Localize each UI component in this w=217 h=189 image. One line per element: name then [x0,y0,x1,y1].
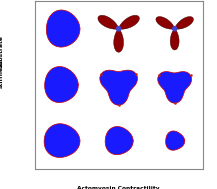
Polygon shape [173,27,177,31]
Text: Actomyosin Contractility: Actomyosin Contractility [77,186,160,189]
Text: Substrate: Substrate [0,35,3,67]
Polygon shape [117,26,121,31]
Polygon shape [100,70,138,105]
Polygon shape [98,15,139,52]
Polygon shape [45,67,78,103]
Polygon shape [156,17,193,50]
Polygon shape [166,131,185,150]
Polygon shape [46,10,80,47]
Polygon shape [158,72,192,103]
Polygon shape [105,126,133,155]
Text: stiffness: stiffness [0,59,3,88]
Polygon shape [44,124,80,157]
